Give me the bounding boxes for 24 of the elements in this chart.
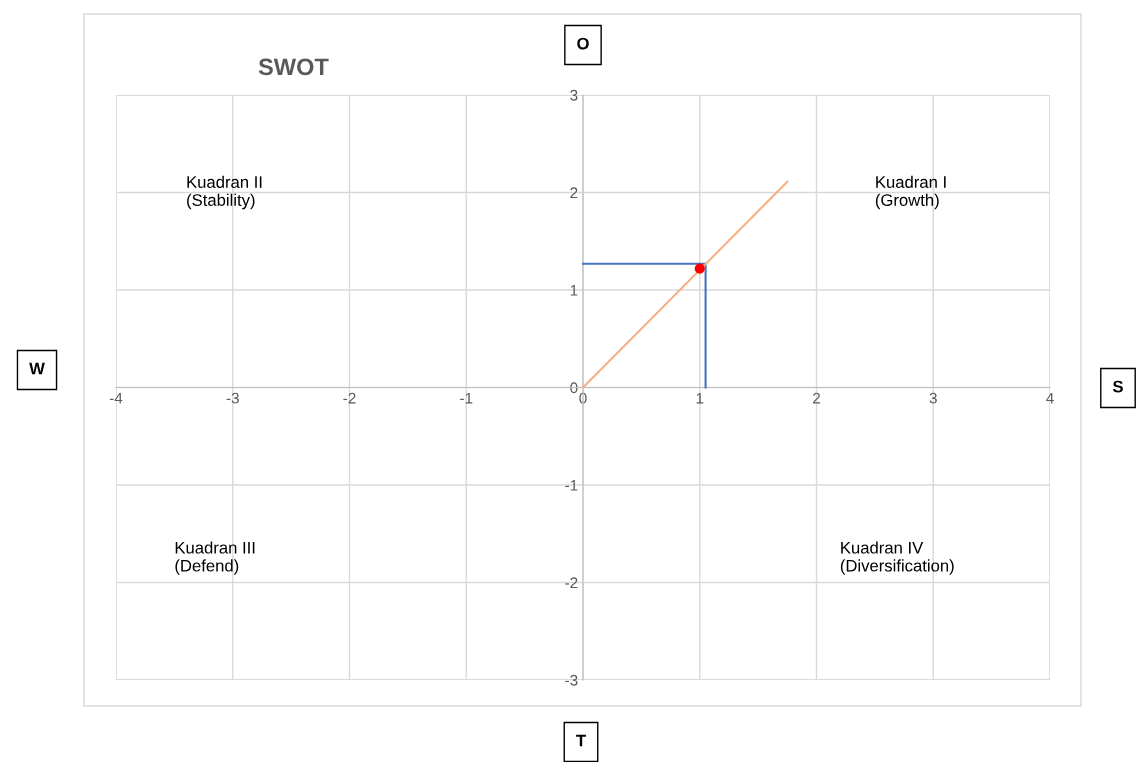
annotation: Kuadran III (Defend): [175, 541, 255, 575]
y-tick-label: -2: [565, 577, 578, 589]
chart-title: SWOT: [258, 58, 329, 76]
x-tick-label: -1: [460, 392, 473, 404]
text: T: [576, 734, 586, 747]
x-tick-label: 0: [579, 392, 587, 404]
text: W: [29, 362, 45, 375]
text: O: [577, 37, 589, 50]
x-tick-label: 1: [696, 392, 704, 404]
text: S: [1112, 380, 1123, 393]
x-tick-label: 4: [1046, 392, 1054, 404]
x-tick-label: -2: [343, 392, 356, 404]
annotation: Kuadran II (Stability): [187, 175, 262, 210]
y-tick-label: -3: [565, 674, 578, 686]
y-tick-label: 3: [570, 89, 578, 101]
y-tick-label: 2: [570, 187, 578, 199]
x-tick-label: 2: [813, 392, 820, 404]
x-tick-label: -4: [109, 392, 123, 404]
y-tick-label: -1: [565, 480, 578, 491]
annotation: Kuadran IV (Diversification): [840, 541, 954, 575]
x-tick-label: -3: [226, 392, 239, 404]
y-tick-label: 1: [570, 285, 578, 296]
annotation: Kuadran I (Growth): [875, 175, 946, 210]
x-tick-label: 3: [929, 392, 937, 404]
